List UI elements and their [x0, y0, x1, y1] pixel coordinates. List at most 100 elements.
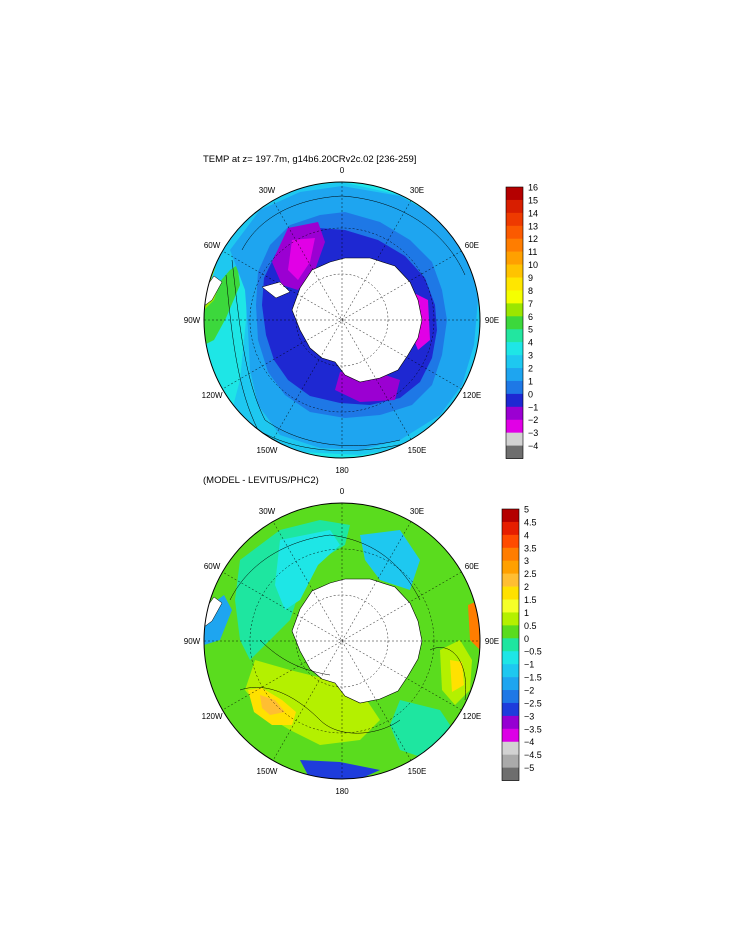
colorbar-label: 10 [528, 260, 538, 270]
colorbar-label: 16 [528, 183, 538, 193]
colorbar-label: −1.5 [524, 673, 542, 683]
colorbar-swatch [502, 612, 519, 626]
longitude-label: 60E [465, 562, 479, 571]
longitude-label: 30E [410, 507, 424, 516]
temperature-map: 0 30E 60E 90E 120E 150E 180 150W 120W 90W 60W 30W [184, 166, 499, 475]
longitude-labels-1: 0 30E 60E 90E 120E 150E 180 150W 120W 90W 60W 30W [184, 166, 499, 475]
colorbar-label: −0.5 [524, 647, 542, 657]
south-america-tip-2 [204, 596, 223, 628]
warm-core-east [450, 660, 464, 692]
colorbar-label: 2.5 [524, 569, 537, 579]
colorbar-swatch [506, 355, 523, 369]
longitude-label: 90W [184, 316, 201, 325]
colorbar-swatch [502, 767, 519, 781]
weddell-freezing [288, 238, 315, 280]
colorbar-label: −2 [524, 686, 534, 696]
colorbar-swatch [506, 316, 523, 330]
longitude-label: 30W [259, 507, 276, 516]
panel-2-title: (MODEL - LEVITUS/PHC2) [203, 475, 319, 486]
colorbar-swatch [506, 329, 523, 343]
colorbar-swatch [502, 728, 519, 743]
map-2-frame [203, 502, 481, 780]
colorbar-swatch [502, 573, 519, 587]
colorbar-label: 1 [528, 376, 533, 386]
band-neg1.5to-1 [360, 530, 420, 590]
colorbar-label: −3 [528, 428, 538, 438]
colorbar-swatch [506, 290, 523, 304]
longitude-label: 0 [340, 487, 345, 496]
longitude-label: 180 [335, 787, 349, 796]
longitude-label: 90W [184, 637, 201, 646]
longitude-label: 120E [463, 712, 482, 721]
longitude-label: 30W [259, 186, 276, 195]
colorbar-label: 9 [528, 273, 533, 283]
colorbar-difference: 5 4.5 4 3.5 3 2.5 2 1.5 1 0.5 0 −0.5 −1 −1.5 −2 −2.5 −3 −… [501, 505, 542, 781]
colorbar-label: 3.5 [524, 543, 537, 553]
colorbar-swatch [506, 406, 523, 421]
colorbar-swatch [502, 754, 519, 768]
map-1-frame [203, 181, 481, 459]
longitude-label: 150E [408, 446, 427, 455]
panel-1-title: TEMP at z= 197.7m, g14b6.20CRv2c.02 [236… [203, 154, 417, 165]
colorbar-swatch [502, 625, 519, 639]
colorbar-label: 1 [524, 608, 529, 618]
colorbar-label: 11 [528, 247, 537, 257]
positive-patch [245, 660, 380, 745]
colorbar-label: −4 [528, 441, 538, 451]
colorbar-label: 2 [528, 364, 533, 374]
cold-patch-180 [300, 760, 380, 779]
colorbar-label: 4.5 [524, 517, 537, 527]
colorbar-swatch [506, 251, 523, 265]
colorbar-label: 8 [528, 286, 533, 296]
colorbar-swatch [502, 715, 519, 730]
colorbar-label: −3.5 [524, 724, 542, 734]
longitude-label: 90E [485, 316, 499, 325]
colorbar-label: −4.5 [524, 750, 542, 760]
colorbar-label: −1 [524, 660, 534, 670]
colorbar-label: 0.5 [524, 621, 537, 631]
longitude-label: 30E [410, 186, 424, 195]
colorbar-swatch [506, 380, 523, 395]
colorbar-swatch [506, 187, 523, 201]
colorbar-swatch [502, 599, 519, 613]
colorbar-label: 4 [524, 530, 529, 540]
colorbar-label: −4 [524, 737, 534, 747]
colorbar-label: 1.5 [524, 595, 537, 605]
colorbar-label: 12 [528, 234, 538, 244]
colorbar-swatch [502, 521, 519, 536]
colorbar-label: 0 [524, 634, 529, 644]
colorbar-swatch [506, 264, 523, 278]
colorbar-label: 4 [528, 338, 533, 348]
colorbar-label: 7 [528, 299, 533, 309]
colorbar-swatch [502, 677, 519, 691]
longitude-labels-2: 0 30E 60E 90E 120E 150E 180 150W 120W 90W 60W 30W [184, 487, 499, 796]
colorbar-swatch [506, 303, 523, 317]
longitude-label: 120W [202, 391, 223, 400]
colorbar-swatch [502, 509, 519, 523]
longitude-label: 150W [257, 446, 278, 455]
colorbar-swatch [502, 690, 519, 704]
colorbar-label: 3 [528, 351, 533, 361]
peninsula-islands [261, 281, 291, 299]
colorbar-swatch [506, 393, 523, 408]
longitude-label: 60W [204, 562, 221, 571]
colorbar-label: −2.5 [524, 698, 542, 708]
longitude-label: 90E [485, 637, 499, 646]
colorbar-swatch [506, 238, 523, 252]
colorbar-label: 0 [528, 389, 533, 399]
warm-tongue-6to7 [204, 255, 240, 345]
colorbar-label: 5 [524, 505, 529, 515]
colorbar-label: −3 [524, 711, 534, 721]
colorbar-swatch [506, 342, 523, 356]
colorbar-label: −5 [524, 763, 534, 773]
colorbar-swatch [502, 702, 519, 717]
colorbar-swatch [502, 560, 519, 574]
colorbar-swatch [502, 664, 519, 678]
colorbar-swatch [502, 741, 519, 755]
colorbar-swatch [506, 445, 523, 459]
colorbar-swatch [506, 419, 523, 433]
colorbar-swatch [506, 277, 523, 291]
warm-core-pacific [260, 695, 285, 715]
colorbar-label: −2 [528, 415, 538, 425]
